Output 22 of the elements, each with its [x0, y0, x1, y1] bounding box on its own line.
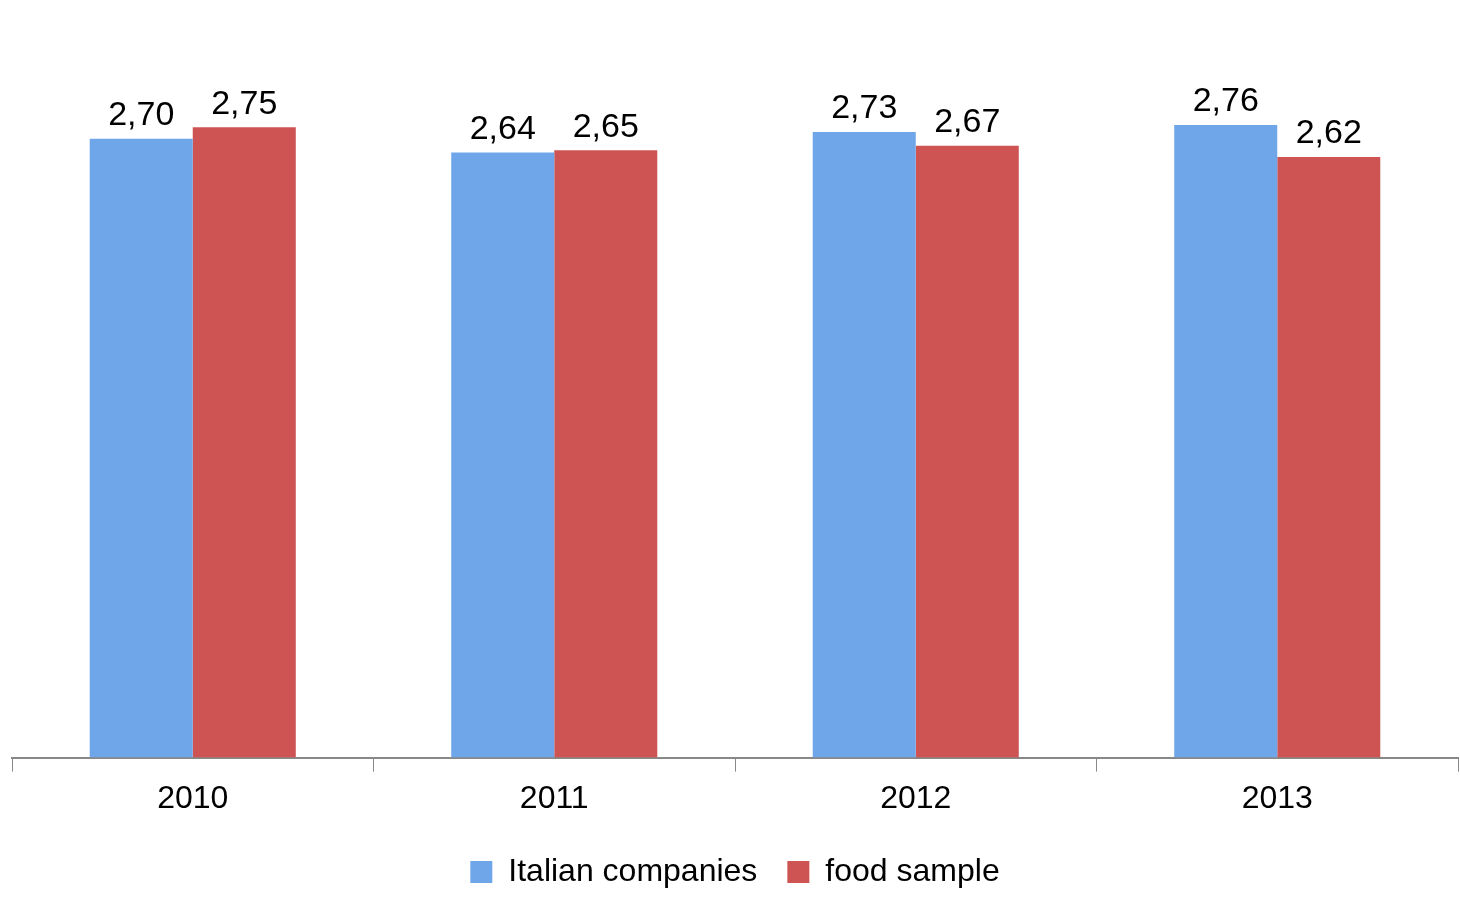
bar [451, 152, 555, 758]
data-label: 2,76 [1192, 80, 1259, 119]
x-tick-label: 2012 [880, 778, 952, 815]
data-label: 2,70 [108, 94, 175, 133]
bar [192, 127, 296, 758]
x-tick-label: 2010 [157, 778, 229, 815]
data-label: 2,65 [572, 105, 639, 144]
bar [554, 150, 658, 758]
data-label: 2,64 [469, 107, 536, 146]
bar [89, 138, 193, 758]
data-label: 2,67 [934, 101, 1001, 140]
data-label: 2,75 [211, 82, 278, 121]
data-label: 2,62 [1295, 112, 1362, 151]
bar [812, 131, 916, 758]
x-tick-label: 2011 [519, 778, 589, 815]
legend-label: food sample [825, 851, 1000, 888]
data-label: 2,73 [831, 87, 898, 126]
x-tick-label: 2013 [1241, 778, 1313, 815]
bar [1174, 125, 1278, 758]
bar [1277, 157, 1381, 758]
bar [915, 145, 1019, 758]
legend-label: Italian companies [508, 851, 758, 888]
